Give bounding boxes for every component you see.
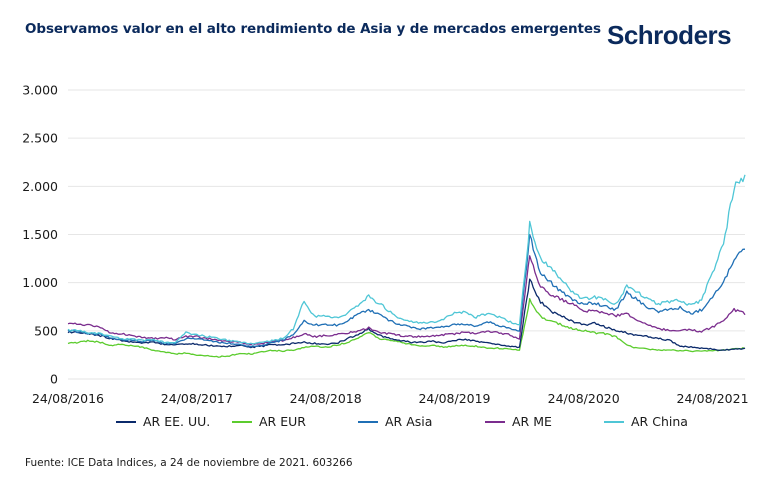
legend-label: AR EUR [259, 414, 306, 429]
x-tick-label: 24/08/2018 [290, 391, 362, 406]
chart-title: Observamos valor en el alto rendimiento … [25, 21, 601, 37]
legend-label: AR ME [512, 414, 552, 429]
y-tick-label: 500 [34, 323, 58, 338]
series-line-ar-me [67, 255, 746, 346]
legend-swatch [116, 420, 136, 423]
legend-label: AR China [631, 414, 688, 429]
legend-swatch [232, 420, 252, 423]
legend-item-ar-china: AR China [604, 414, 688, 429]
x-tick-label: 24/08/2017 [161, 391, 233, 406]
y-tick-label: 3.000 [22, 83, 58, 98]
y-axis-ticks: 0 500 1.000 1.500 2.000 2.500 3.000 [22, 83, 58, 387]
series-line-ar-eur [67, 298, 746, 358]
gridlines [68, 89, 745, 380]
legend-swatch [604, 420, 624, 423]
x-tick-label: 24/08/2020 [548, 391, 620, 406]
legend-item-ar-eur: AR EUR [232, 414, 306, 429]
series-line-ar-ee-uu [67, 278, 746, 352]
y-tick-label: 2.000 [22, 179, 58, 194]
x-tick-label: 24/08/2019 [418, 391, 490, 406]
legend: AR EE. UU. AR EUR AR Asia AR ME AR China [0, 414, 770, 434]
legend-item-ar-asia: AR Asia [358, 414, 432, 429]
legend-label: AR EE. UU. [143, 414, 211, 429]
y-tick-label: 1.000 [22, 275, 58, 290]
line-chart: 0 500 1.000 1.500 2.000 2.500 3.000 24/08/2016… [22, 83, 749, 407]
legend-swatch [358, 420, 378, 423]
series-lines [67, 174, 746, 358]
legend-item-ar-me: AR ME [485, 414, 552, 429]
legend-swatch [485, 420, 505, 423]
y-tick-label: 0 [50, 372, 58, 387]
y-tick-label: 1.500 [22, 227, 58, 242]
source-note: Fuente: ICE Data Indices, a 24 de noviem… [25, 457, 353, 469]
x-tick-label: 24/08/2016 [32, 391, 104, 406]
x-tick-label: 24/08/2021 [677, 391, 749, 406]
series-line-ar-china [67, 174, 746, 345]
legend-label: AR Asia [385, 414, 433, 429]
y-tick-label: 2.500 [22, 131, 58, 146]
x-axis-ticks: 24/08/2016 24/08/2017 24/08/2018 24/08/2019… [32, 391, 749, 406]
schroders-logo: Schroders [607, 20, 732, 50]
legend-item-ar-ee-uu: AR EE. UU. [116, 414, 210, 429]
series-line-ar-asia [67, 233, 746, 348]
